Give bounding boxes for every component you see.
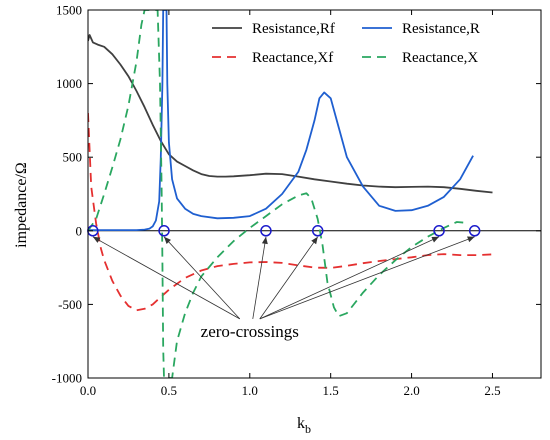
axes: 0.0 0.5 1.0 1.5 2.0 2.5 -1000 -500 0 500 1000 1500	[52, 3, 542, 398]
x-axis-title-main: k	[297, 415, 305, 432]
annotation-arrow-4	[259, 236, 440, 320]
legend-label-2: Reactance,Xf	[252, 50, 333, 66]
annotation-arrowhead-0	[92, 236, 101, 243]
y-axis-title: impedance/Ω	[13, 162, 30, 248]
zero-crossing-marker-2	[260, 225, 272, 237]
annotation-arrowhead-1	[164, 236, 171, 244]
legend-label-0: Resistance,Rf	[252, 21, 335, 37]
y-tick-label-1: -500	[58, 297, 82, 312]
x-tick-label-0: 0.0	[80, 383, 96, 398]
x-tick-label-2: 1.0	[242, 383, 258, 398]
series-layer	[88, 10, 493, 378]
zero-crossing-marker-1	[158, 225, 170, 237]
annotation-arrowhead-5	[467, 236, 475, 243]
series-line-2	[88, 112, 493, 312]
y-tick-label-4: 1000	[56, 76, 82, 91]
x-tick-label-4: 2.0	[403, 383, 419, 398]
annotation-arrow-1	[163, 236, 241, 320]
zero-crossing-marker-3	[311, 225, 324, 237]
x-tick-label-5: 2.5	[484, 383, 500, 398]
annotation-arrow-0	[92, 236, 240, 320]
zero-crossings-annotation: zero-crossings	[201, 322, 299, 341]
legend: Resistance,Rf Resistance,R Reactance,Xf Rea…	[212, 21, 480, 66]
series-line-1	[88, 10, 474, 231]
annotation-arrows	[92, 236, 475, 320]
series-line-3	[88, 10, 466, 378]
annotation-arrowhead-3	[311, 236, 318, 245]
annotation-arrow-5	[259, 236, 475, 320]
legend-label-1: Resistance,R	[402, 21, 480, 37]
legend-label-3: Reactance,X	[402, 50, 478, 66]
x-tick-label-1: 0.5	[161, 383, 177, 398]
annotation-arrowhead-4	[431, 236, 440, 243]
annotation-arrow-3	[259, 236, 319, 320]
y-tick-label-3: 500	[63, 150, 83, 165]
x-tick-label-3: 1.5	[323, 383, 339, 398]
plot-frame	[87, 9, 542, 379]
x-axis-title-subscript: b	[305, 422, 311, 436]
y-tick-label-5: 1500	[56, 3, 82, 18]
y-tick-label-2: 0	[76, 223, 83, 238]
annotation-arrow-2	[252, 236, 267, 319]
zero-crossing-marker-5	[468, 225, 481, 237]
x-axis-title: kb	[297, 415, 311, 436]
zero-crossing-marker-4	[433, 225, 445, 237]
y-tick-label-0: -1000	[52, 371, 82, 386]
annotation-arrowhead-2	[261, 236, 268, 245]
series-line-0	[88, 34, 493, 194]
